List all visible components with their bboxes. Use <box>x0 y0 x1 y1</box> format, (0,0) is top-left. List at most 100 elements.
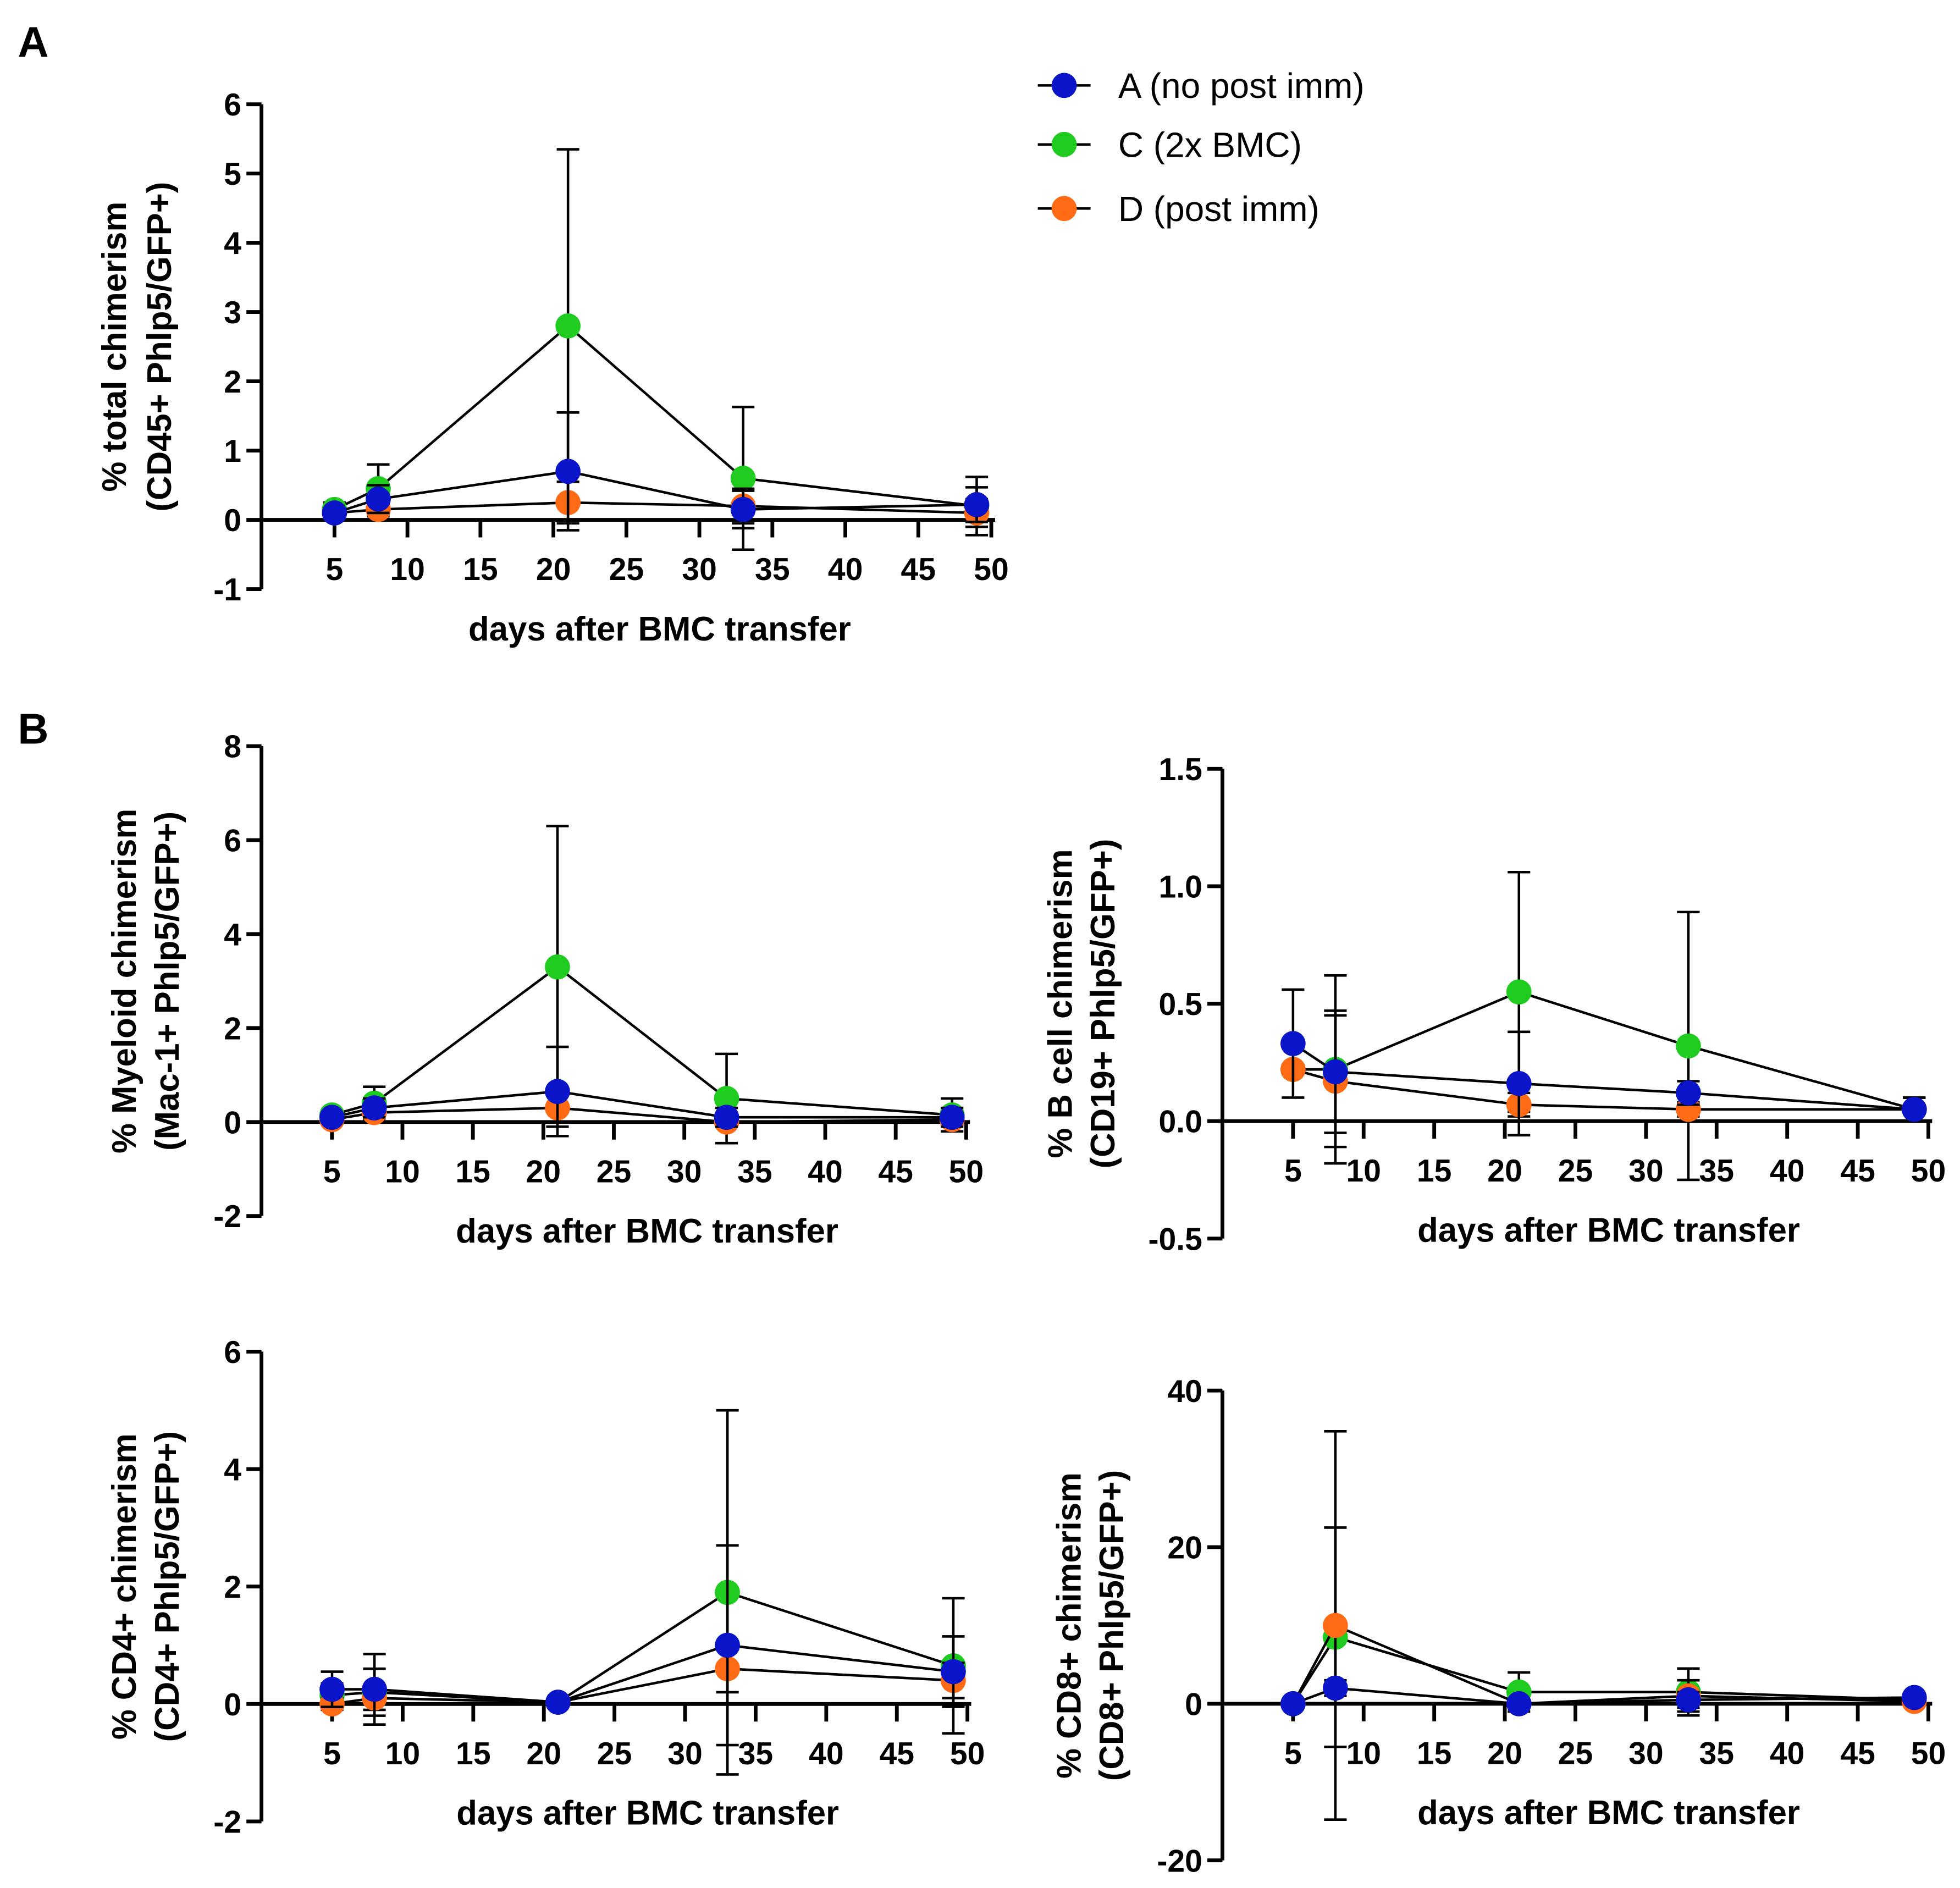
series-line <box>332 965 952 1117</box>
y-axis-label: (Mac-1+ Phlp5/GFP+) <box>148 811 186 1151</box>
y-tick-label: 4 <box>224 226 241 261</box>
chart-3: -0.5 0.0 0.5 1.0 1.5 5 10 15 20 25 30 35 40 45 50 days … <box>1041 752 1946 1257</box>
x-tick-label: 40 <box>809 1736 844 1771</box>
x-tick-label: 20 <box>526 1154 561 1189</box>
y-axis-label: (CD4+ Phlp5/GFP+) <box>148 1431 186 1742</box>
data-point <box>361 1095 387 1120</box>
x-tick-label: 45 <box>878 1154 913 1189</box>
data-point <box>1901 1096 1927 1122</box>
data-point <box>1676 1033 1701 1059</box>
x-axis-label: days after BMC transfer <box>468 610 851 648</box>
y-tick-label: 5 <box>224 157 241 192</box>
x-tick-label: 35 <box>1699 1153 1735 1189</box>
y-tick-label: -2 <box>213 1804 241 1840</box>
y-axis-label: % CD8+ chimerism <box>1050 1472 1088 1779</box>
data-point <box>555 459 581 484</box>
series <box>319 1544 966 1747</box>
x-tick-label: 30 <box>682 552 717 587</box>
y-tick-label: -20 <box>1157 1843 1202 1879</box>
series <box>322 411 990 532</box>
x-tick-label: 50 <box>950 1736 985 1771</box>
chart-2: -2 0 2 4 6 8 5 10 15 20 25 30 35 40 45 50 days after BMC… <box>106 730 984 1250</box>
data-point <box>715 1632 740 1658</box>
y-axis-label: % total chimerism <box>96 202 134 492</box>
y-tick-label: 0.5 <box>1159 987 1202 1022</box>
legend-item: C (2x BMC) <box>1037 125 1302 165</box>
data-point <box>545 1690 571 1715</box>
x-tick-label: 35 <box>755 552 790 587</box>
series <box>1280 1526 1927 1748</box>
x-tick-label: 30 <box>1628 1736 1664 1771</box>
y-axis-label: % CD4+ chimerism <box>106 1433 143 1740</box>
y-tick-label: -2 <box>213 1199 241 1234</box>
x-tick-label: 25 <box>1558 1736 1593 1771</box>
data-point <box>1676 1080 1701 1106</box>
x-tick-label: 10 <box>385 1154 420 1189</box>
x-tick-label: 35 <box>1699 1736 1735 1771</box>
y-tick-label: 1.0 <box>1159 869 1202 904</box>
series <box>1280 1014 1927 1149</box>
x-tick-label: 25 <box>597 1154 632 1189</box>
x-tick-label: 15 <box>456 1736 491 1771</box>
x-tick-label: 30 <box>667 1154 702 1189</box>
x-tick-label: 50 <box>1911 1153 1946 1189</box>
data-point <box>319 1676 345 1702</box>
chart-5: -20 0 20 40 5 10 15 20 25 30 35 40 45 50 days after BM… <box>1050 1374 1946 1879</box>
x-axis-label: days after BMC transfer <box>456 1212 838 1250</box>
y-tick-label: 4 <box>224 1453 241 1488</box>
y-axis-label: (CD45+ Phlp5/GFP+) <box>141 182 179 512</box>
data-point <box>555 313 581 339</box>
series <box>319 1045 965 1138</box>
series <box>1280 870 1927 1182</box>
data-point <box>545 954 570 980</box>
legend-marker <box>1051 196 1077 222</box>
x-tick-label: 20 <box>1487 1736 1522 1771</box>
series-line <box>332 1106 952 1124</box>
x-tick-label: 25 <box>597 1736 632 1771</box>
data-point <box>1901 1685 1927 1710</box>
x-tick-label: 10 <box>390 552 425 587</box>
y-tick-label: 40 <box>1167 1374 1202 1409</box>
x-tick-label: 30 <box>667 1736 703 1771</box>
y-tick-label: 2 <box>224 365 241 400</box>
y-tick-label: 0 <box>1185 1687 1202 1722</box>
y-tick-label: 6 <box>224 1335 241 1370</box>
y-axis-label: % Myeloid chimerism <box>106 809 143 1153</box>
legend: A (no post imm) C (2x BMC) D (post imm) <box>1037 66 1365 229</box>
legend-label: A (no post imm) <box>1118 66 1365 106</box>
data-point <box>714 1105 739 1130</box>
y-tick-label: -1 <box>213 572 241 608</box>
x-tick-label: 50 <box>949 1154 984 1189</box>
x-tick-label: 10 <box>1346 1736 1382 1771</box>
series <box>319 1409 966 1776</box>
x-tick-label: 45 <box>1840 1153 1875 1189</box>
legend-marker <box>1051 131 1077 157</box>
x-axis-label: days after BMC transfer <box>1417 1794 1800 1832</box>
x-tick-label: 5 <box>325 552 343 587</box>
x-tick-label: 45 <box>879 1736 914 1771</box>
legend-label: D (post imm) <box>1118 189 1319 229</box>
data-point <box>366 486 391 512</box>
data-point <box>1323 1675 1348 1701</box>
y-axis-label: (CD8+ Phlp5/GFP+) <box>1093 1470 1131 1781</box>
series-line <box>334 324 977 511</box>
legend-item: A (no post imm) <box>1037 66 1365 106</box>
y-tick-label: -0.5 <box>1148 1222 1202 1257</box>
data-point <box>1323 1059 1348 1085</box>
series-line <box>1293 990 1915 1111</box>
x-tick-label: 5 <box>1284 1153 1302 1189</box>
x-tick-label: 25 <box>609 552 644 587</box>
legend-item: D (post imm) <box>1037 189 1319 229</box>
x-tick-label: 40 <box>808 1154 843 1189</box>
x-tick-label: 20 <box>536 552 571 587</box>
x-tick-label: 40 <box>828 552 863 587</box>
series <box>319 1087 965 1135</box>
data-point <box>964 492 990 517</box>
y-tick-label: 1 <box>224 434 241 469</box>
data-point <box>319 1105 345 1130</box>
x-tick-label: 5 <box>323 1154 341 1189</box>
y-tick-label: 3 <box>224 295 241 330</box>
x-tick-label: 15 <box>1417 1153 1452 1189</box>
